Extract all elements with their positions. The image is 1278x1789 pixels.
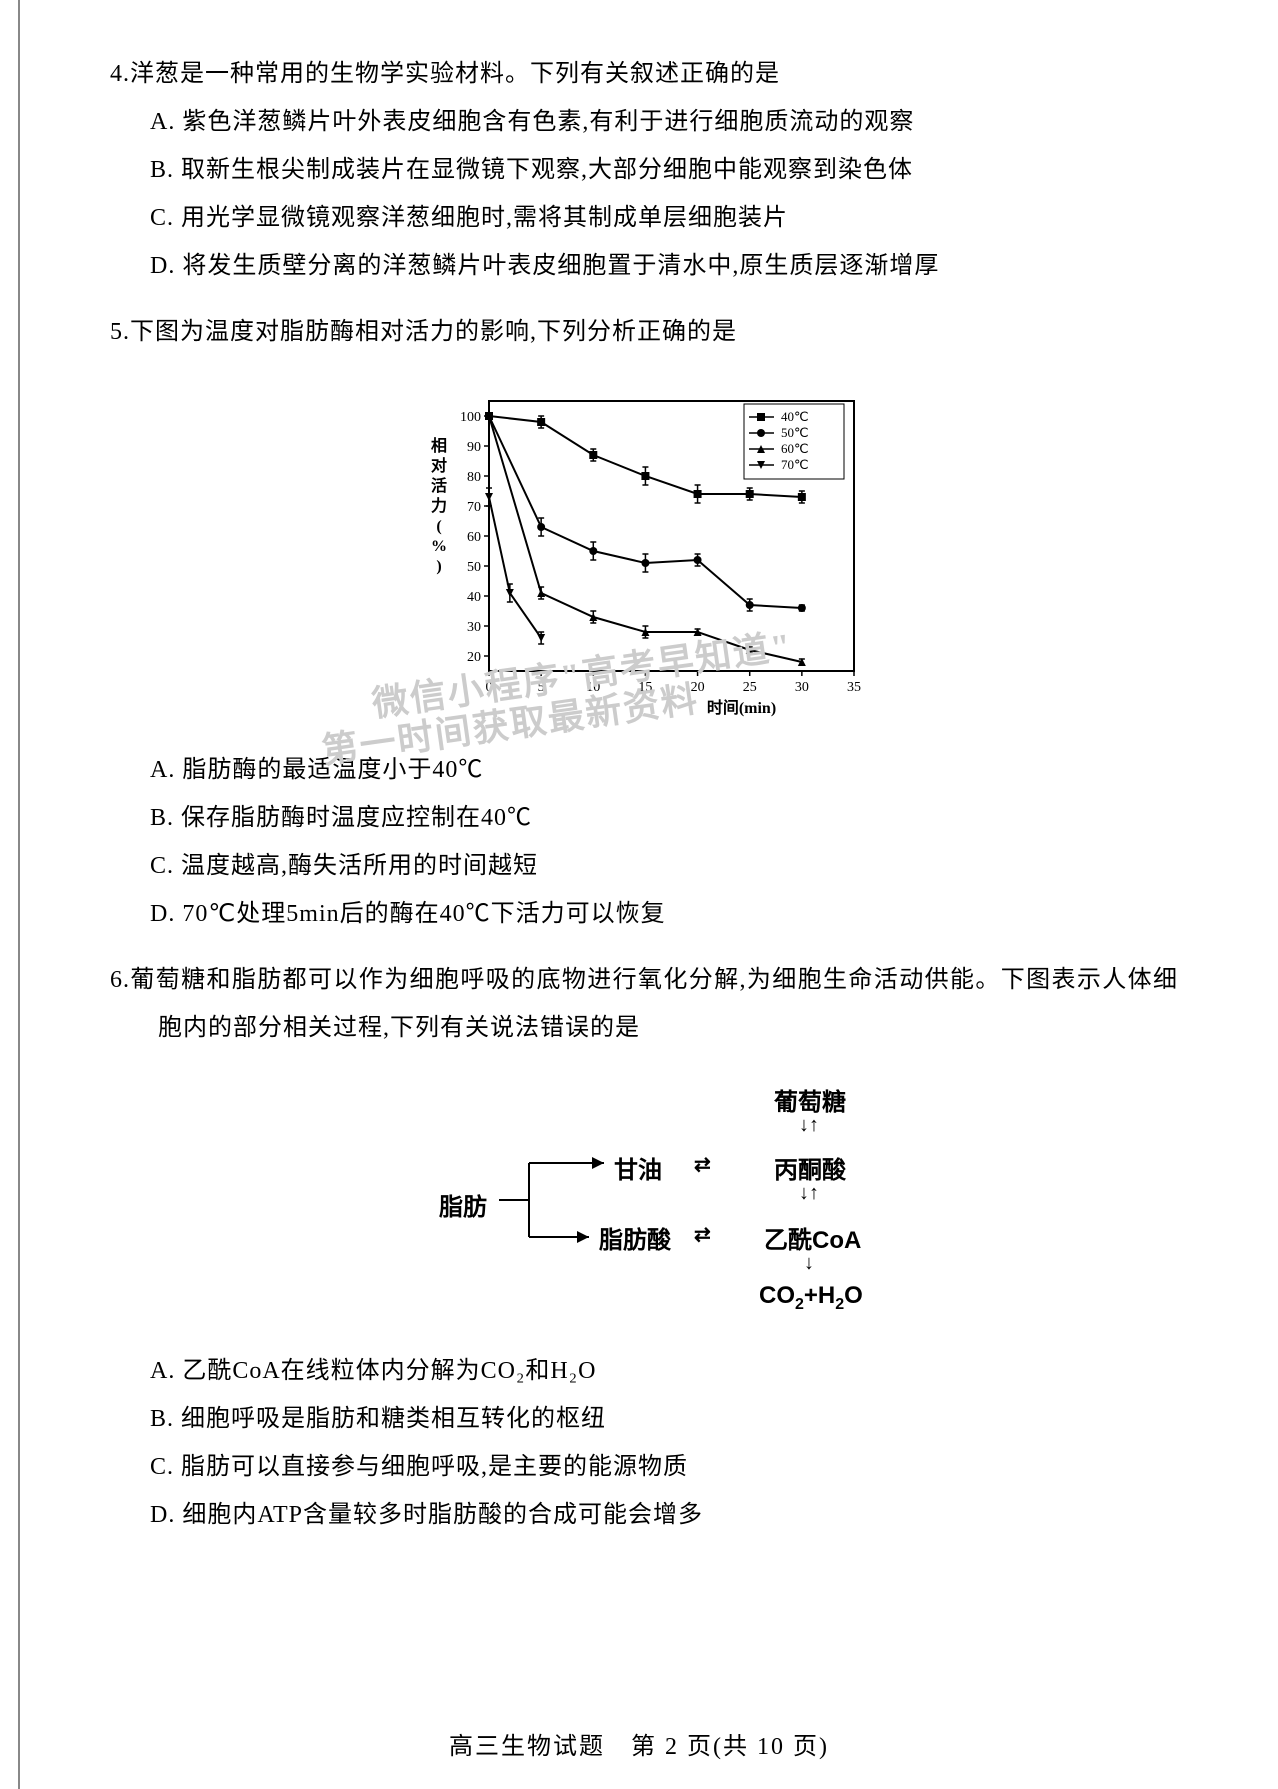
svg-text:时间(min): 时间(min)	[707, 698, 776, 717]
q5-chart: 20 30 40 50 60 70 80 90 100 0 5 10 15 20 25 30 35 相对活力 (%)…	[414, 371, 874, 731]
q4-option-d: D. 将发生质壁分离的洋葱鳞片叶表皮细胞置于清水中,原生质层逐渐增厚	[110, 242, 1178, 290]
q4-body: 洋葱是一种常用的生物学实验材料。下列有关叙述正确的是	[130, 61, 780, 87]
svg-text:80: 80	[467, 470, 481, 485]
svg-text:50℃: 50℃	[781, 425, 809, 440]
svg-text:活: 活	[431, 476, 447, 495]
q6-option-c: C. 脂肪可以直接参与细胞呼吸,是主要的能源物质	[110, 1443, 1178, 1491]
svg-text:0: 0	[486, 680, 493, 695]
q4-option-a: A. 紫色洋葱鳞片叶外表皮细胞含有色素,有利于进行细胞质流动的观察	[110, 98, 1178, 146]
q5-text: 5.下图为温度对脂肪酶相对活力的影响,下列分析正确的是	[110, 308, 1178, 356]
chart-svg: 20 30 40 50 60 70 80 90 100 0 5 10 15 20 25 30 35 相对活力 (%)…	[414, 371, 874, 731]
svg-text:30: 30	[467, 620, 481, 635]
question-6: 6.葡萄糖和脂肪都可以作为细胞呼吸的底物进行氧化分解,为细胞生命活动供能。下图表…	[110, 956, 1178, 1539]
svg-text:35: 35	[847, 680, 861, 695]
question-5: 5.下图为温度对脂肪酶相对活力的影响,下列分析正确的是 203040506070…	[110, 308, 1178, 938]
svg-text:15: 15	[638, 680, 652, 695]
svg-text:25: 25	[743, 680, 757, 695]
page-footer: 高三生物试题 第 2 页(共 10 页)	[0, 1726, 1278, 1761]
q5-option-d: D. 70℃处理5min后的酶在40℃下活力可以恢复	[110, 890, 1178, 938]
svg-text:90: 90	[467, 440, 481, 455]
svg-text:100: 100	[460, 410, 481, 425]
q6-number: 6.	[110, 967, 130, 993]
page-left-border	[18, 0, 20, 1789]
svg-text:10: 10	[586, 680, 600, 695]
svg-text:60℃: 60℃	[781, 441, 809, 456]
q5-option-b: B. 保存脂肪酶时温度应控制在40℃	[110, 794, 1178, 842]
q6-option-a: A. 乙酰CoA在线粒体内分解为CO₂和H₂O	[110, 1347, 1178, 1395]
diagram-svg	[384, 1072, 904, 1322]
svg-text:%: %	[431, 538, 447, 555]
q4-option-b: B. 取新生根尖制成装片在显微镜下观察,大部分细胞中能观察到染色体	[110, 146, 1178, 194]
q5-body: 下图为温度对脂肪酶相对活力的影响,下列分析正确的是	[130, 319, 737, 345]
q5-option-c: C. 温度越高,酶失活所用的时间越短	[110, 842, 1178, 890]
svg-text:20: 20	[467, 650, 481, 665]
svg-text:20: 20	[691, 680, 705, 695]
question-4: 4.洋葱是一种常用的生物学实验材料。下列有关叙述正确的是 A. 紫色洋葱鳞片叶外…	[110, 50, 1178, 290]
q4-option-c: C. 用光学显微镜观察洋葱细胞时,需将其制成单层细胞装片	[110, 194, 1178, 242]
svg-text:5: 5	[538, 680, 545, 695]
q4-number: 4.	[110, 61, 130, 87]
q6-diagram: 葡萄糖 ↓↑ 甘油 ⇄ 丙酮酸 ↓↑ 脂肪 脂肪酸 ⇄ 乙酰CoA ↓ CO2+…	[384, 1072, 904, 1322]
svg-text:(: (	[436, 518, 441, 535]
svg-text:60: 60	[467, 530, 481, 545]
q6-option-b: B. 细胞呼吸是脂肪和糖类相互转化的枢纽	[110, 1395, 1178, 1443]
svg-text:70℃: 70℃	[781, 457, 809, 472]
svg-text:40: 40	[467, 590, 481, 605]
svg-text:30: 30	[795, 680, 809, 695]
q6-option-d: D. 细胞内ATP含量较多时脂肪酸的合成可能会增多	[110, 1491, 1178, 1539]
svg-text:70: 70	[467, 500, 481, 515]
q5-number: 5.	[110, 319, 130, 345]
q6-body: 葡萄糖和脂肪都可以作为细胞呼吸的底物进行氧化分解,为细胞生命活动供能。下图表示人…	[130, 967, 1178, 1041]
q4-text: 4.洋葱是一种常用的生物学实验材料。下列有关叙述正确的是	[110, 50, 1178, 98]
svg-text:): )	[436, 558, 441, 575]
svg-text:对: 对	[431, 456, 447, 475]
svg-text:力: 力	[431, 496, 447, 515]
q6-text: 6.葡萄糖和脂肪都可以作为细胞呼吸的底物进行氧化分解,为细胞生命活动供能。下图表…	[110, 956, 1178, 1052]
svg-text:相: 相	[431, 436, 447, 455]
svg-text:40℃: 40℃	[781, 409, 809, 424]
q5-option-a: A. 脂肪酶的最适温度小于40℃	[110, 746, 1178, 794]
svg-text:50: 50	[467, 560, 481, 575]
